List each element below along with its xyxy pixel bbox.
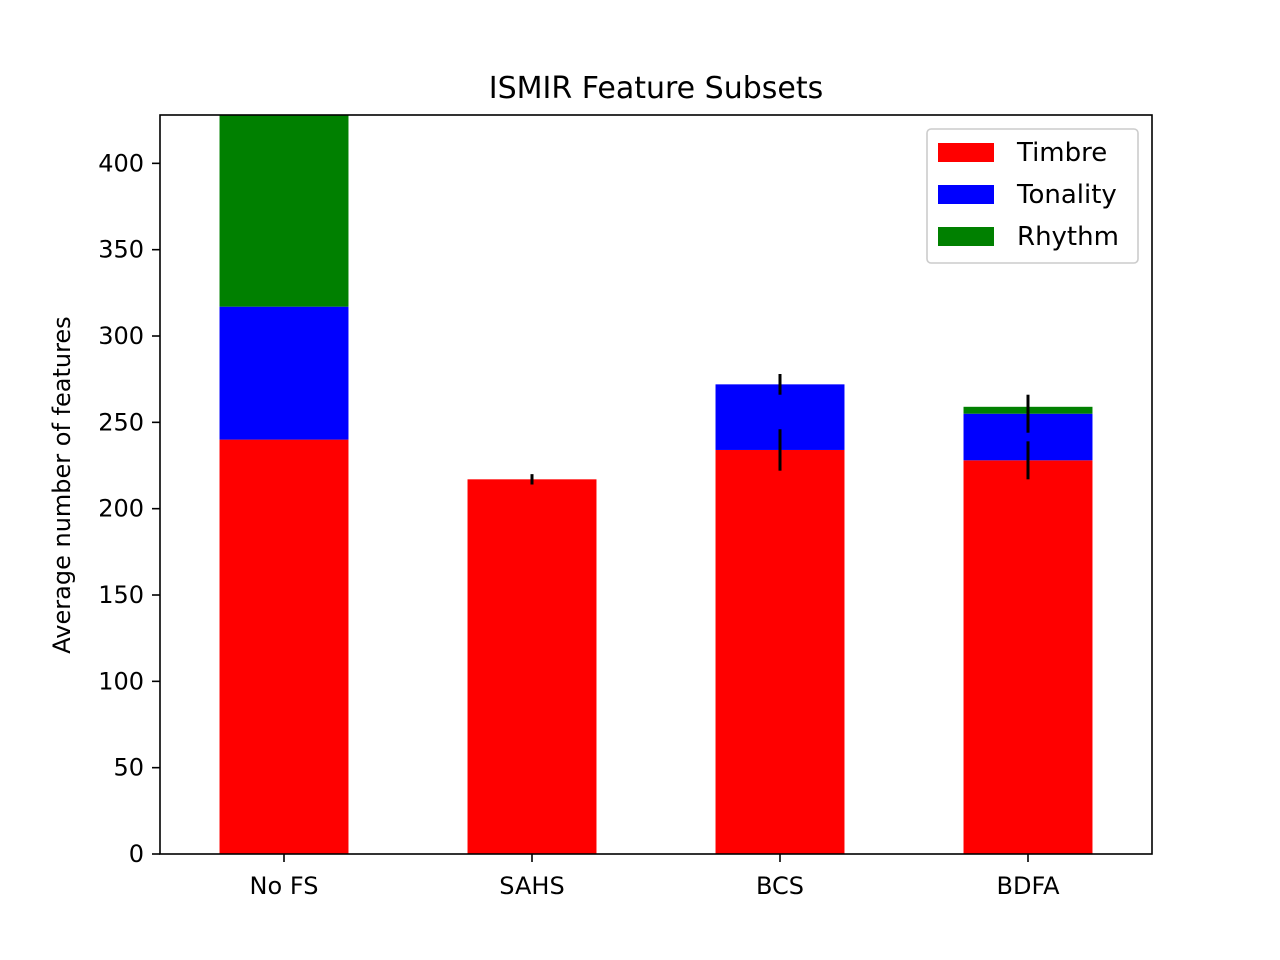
- y-tick-label: 400: [98, 149, 144, 177]
- x-tick-label: BCS: [756, 872, 804, 900]
- y-tick-label: 150: [98, 581, 144, 609]
- bar-timbre-bcs: [715, 449, 845, 854]
- bar-timbre-no-fs: [219, 439, 349, 854]
- bar-timbre-sahs: [467, 479, 597, 854]
- y-tick-label: 0: [129, 840, 144, 868]
- legend-swatch-tonality: [938, 185, 994, 204]
- legend-label-rhythm: Rhythm: [1017, 222, 1119, 252]
- y-tick-label: 250: [98, 408, 144, 436]
- y-tick-label: 300: [98, 322, 144, 350]
- legend-label-timbre: Timbre: [1016, 138, 1107, 168]
- bar-tonality-no-fs: [219, 306, 349, 440]
- axes-layer: 0 50 100 150 200 250 300 350 400 No FS SAHS BCS BDFA: [98, 114, 1153, 900]
- legend-label-tonality: Tonality: [1016, 180, 1117, 210]
- legend-swatch-rhythm: [938, 227, 994, 246]
- y-axis-label: Average number of features: [48, 316, 76, 653]
- x-tick-label: BDFA: [997, 872, 1061, 900]
- x-tick-label: No FS: [250, 872, 319, 900]
- y-tick-label: 50: [113, 754, 144, 782]
- y-tick-label: 100: [98, 667, 144, 695]
- chart-title: ISMIR Feature Subsets: [489, 71, 823, 106]
- x-tick-label: SAHS: [499, 872, 564, 900]
- legend-swatch-timbre: [938, 143, 994, 162]
- bar-timbre-bdfa: [963, 460, 1093, 854]
- error-bars-layer: [530, 373, 1030, 485]
- bar-rhythm-no-fs: [219, 115, 349, 307]
- legend: Timbre Tonality Rhythm: [926, 128, 1139, 264]
- y-tick-label: 350: [98, 236, 144, 264]
- plot-frame: [159, 114, 1153, 855]
- y-tick-label: 200: [98, 495, 144, 523]
